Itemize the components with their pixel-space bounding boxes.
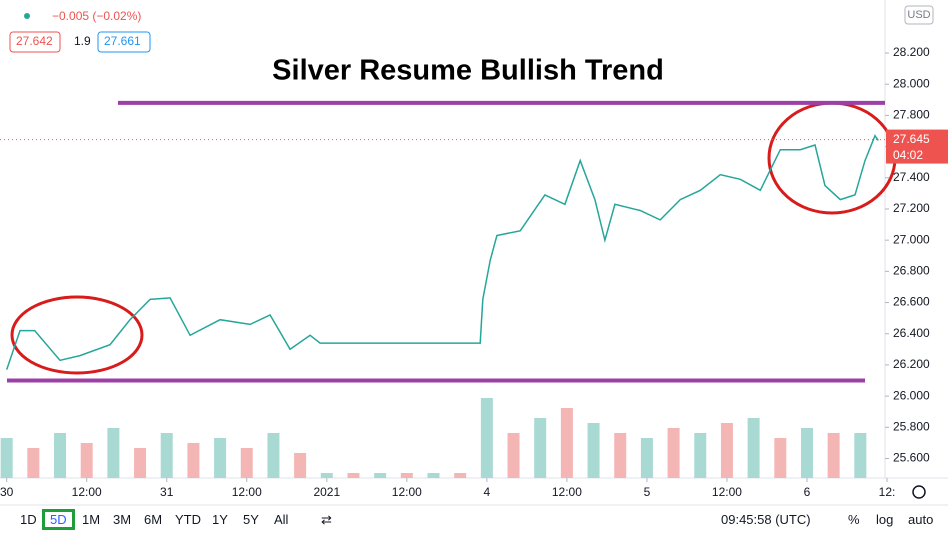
countdown: 04:02 (893, 148, 923, 162)
volume-bar (667, 428, 680, 478)
currency-box (904, 5, 934, 25)
percent-toggle[interactable]: % (848, 512, 860, 527)
volume-bar (214, 438, 227, 478)
x-tick-label: 2021 (313, 485, 340, 499)
x-tick-label: 4 (484, 485, 491, 499)
log-toggle[interactable]: log (876, 512, 894, 527)
volume-bar (400, 473, 413, 478)
x-tick-label: 12:00 (552, 485, 582, 499)
x-tick-label: 12:00 (72, 485, 102, 499)
volume-bar (640, 438, 653, 478)
volume-bar (774, 438, 787, 478)
volume-bar (267, 433, 280, 478)
volume-bar (827, 433, 840, 478)
volume-bar (134, 448, 147, 478)
price-tag (886, 129, 948, 164)
volume-bar (587, 423, 600, 478)
x-tick-label: 6 (804, 485, 811, 499)
auto-toggle[interactable]: auto (908, 512, 934, 527)
range-button[interactable]: 3M (113, 512, 132, 527)
y-tick-label: 25.600 (893, 451, 930, 465)
status-dot (24, 13, 30, 19)
volume-bar (560, 408, 573, 478)
y-tick-label: 27.000 (893, 232, 930, 246)
volume-bar (374, 473, 387, 478)
y-tick-label: 26.600 (893, 295, 930, 309)
y-tick-label: 26.800 (893, 264, 930, 278)
volume-bar (80, 443, 93, 478)
x-tick-label: 12:00 (232, 485, 262, 499)
range-button[interactable]: All (274, 512, 289, 527)
y-tick-label: 26.400 (893, 326, 930, 340)
volume-bar (854, 433, 867, 478)
x-tick-label: 12:00 (712, 485, 742, 499)
volume-bar (534, 418, 547, 478)
volume-bar (480, 398, 493, 478)
volume-bar (240, 448, 253, 478)
volume-bar (54, 433, 67, 478)
change: −0.005 (−0.02%) (52, 9, 141, 23)
y-tick-label: 25.800 (893, 419, 930, 433)
volume-bar (320, 473, 333, 478)
volume-bar (747, 418, 760, 478)
volume-bar (0, 438, 13, 478)
clock: 09:45:58 (UTC) (721, 512, 811, 527)
volume-bar (27, 448, 40, 478)
volume-bar (427, 473, 440, 478)
range-button[interactable]: 5Y (243, 512, 259, 527)
price-line (5, 134, 879, 370)
y-tick-label: 27.200 (893, 201, 930, 215)
volume-bar (347, 473, 360, 478)
range-button[interactable]: 1M (82, 512, 101, 527)
ask: 27.661 (104, 34, 141, 48)
range-button[interactable]: 1Y (212, 512, 228, 527)
ask-box (97, 31, 151, 53)
x-tick-label: 31 (160, 485, 174, 499)
y-tick-label: 28.000 (893, 76, 930, 90)
bid: 27.642 (16, 34, 53, 48)
y-tick-label: 27.400 (893, 170, 930, 184)
compare-icon[interactable]: ⇄ (321, 512, 332, 527)
highlight-circle (10, 295, 144, 375)
volume-bar (454, 473, 467, 478)
volume-bar (614, 433, 627, 478)
bid-box (9, 31, 61, 53)
volume-bar (187, 443, 200, 478)
highlight-circle (767, 101, 897, 215)
volume-bar (694, 433, 707, 478)
y-tick-label: 27.800 (893, 108, 930, 122)
currency: USD (907, 9, 930, 21)
volume-bar (160, 433, 173, 478)
x-tick-label: 5 (644, 485, 651, 499)
volume-bar (507, 433, 520, 478)
settings-icon[interactable] (912, 485, 926, 499)
spread: 1.9 (74, 34, 91, 48)
y-tick-label: 26.000 (893, 388, 930, 402)
range-button[interactable]: 1D (20, 512, 37, 527)
x-tick-label: 12: (879, 485, 896, 499)
x-tick-label: 30 (0, 485, 14, 499)
volume-bar (720, 423, 733, 478)
volume-bar (107, 428, 120, 478)
range-button[interactable]: 6M (144, 512, 163, 527)
range-button[interactable]: YTD (175, 512, 201, 527)
volume-bar (800, 428, 813, 478)
y-tick-label: 26.200 (893, 357, 930, 371)
y-tick-label: 28.200 (893, 45, 930, 59)
range-button[interactable]: 5D (42, 509, 75, 530)
chart-title: Silver Resume Bullish Trend (272, 55, 664, 87)
volume-bar (294, 453, 307, 478)
price-tag-label: 27.645 (893, 132, 930, 146)
x-tick-label: 12:00 (392, 485, 422, 499)
